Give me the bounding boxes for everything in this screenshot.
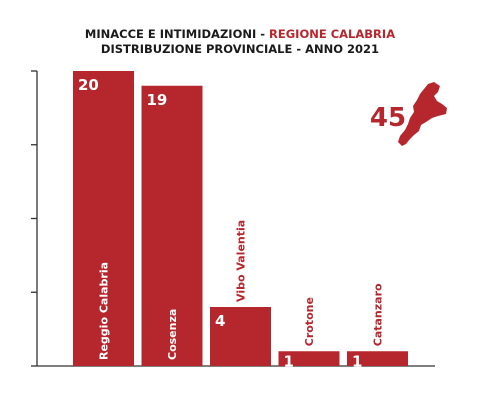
bar <box>278 351 340 366</box>
chart-title-part1: MINACCE E INTIMIDAZIONI - <box>85 27 269 41</box>
total-count: 45 <box>370 103 406 133</box>
data-label: 1 <box>352 352 362 370</box>
category-label: Catanzaro <box>372 283 385 346</box>
bars-group: 20 Reggio Calabria 19 Cosenza 4 Vibo Valentia… <box>73 71 408 370</box>
data-label: 1 <box>284 352 294 370</box>
bar <box>141 85 203 366</box>
data-label: 4 <box>215 312 225 330</box>
category-label: Crotone <box>303 297 316 346</box>
data-label: 19 <box>147 91 168 109</box>
category-label: Vibo Valentia <box>235 220 248 302</box>
bar <box>210 307 271 366</box>
calabria-region-map-icon <box>398 82 447 146</box>
category-label: Cosenza <box>166 309 179 360</box>
bar <box>347 351 408 366</box>
category-label: Reggio Calabria <box>98 262 111 360</box>
bar <box>73 71 134 366</box>
chart-subtitle: DISTRIBUZIONE PROVINCIALE - ANNO 2021 <box>101 42 379 56</box>
data-label: 20 <box>78 76 99 94</box>
chart-title-part2: REGIONE CALABRIA <box>269 27 395 41</box>
chart-title: MINACCE E INTIMIDAZIONI - REGIONE CALABR… <box>85 27 395 41</box>
